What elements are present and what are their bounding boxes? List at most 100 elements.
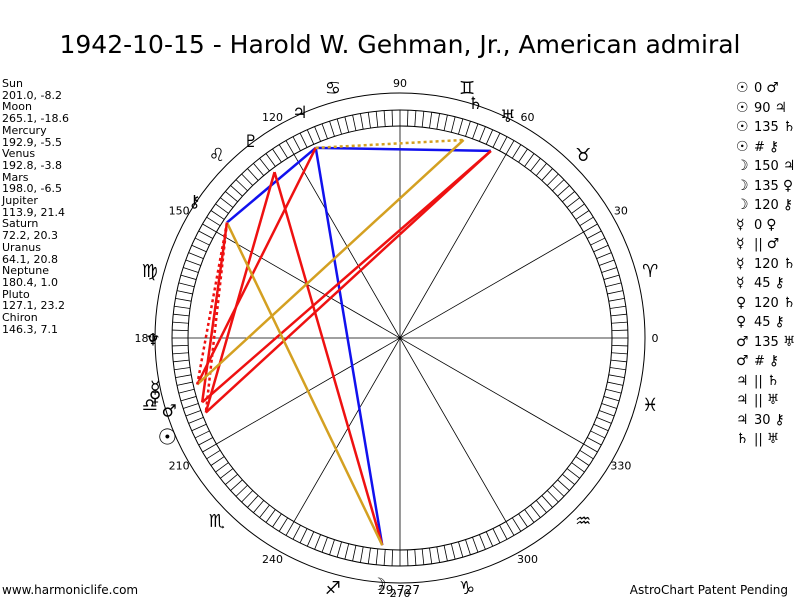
planet-glyph: ☽ [371, 575, 386, 595]
degree-tick [524, 153, 535, 167]
degree-tick [259, 158, 270, 172]
degree-tick [247, 495, 259, 508]
aspect-angle: # [754, 139, 765, 155]
degree-tick [492, 528, 501, 544]
degree-tick [429, 547, 433, 564]
degree-tick [485, 129, 494, 145]
degree-tick [586, 230, 602, 239]
degree-label: 330 [610, 460, 631, 473]
aspect-row: ☿ 120 ♄ [736, 256, 795, 276]
aspect-planet-a-glyph: ☿ [736, 255, 745, 272]
aspect-row: ♃ 30 ⚷ [736, 412, 795, 432]
planet-glyph: ♅ [500, 107, 515, 127]
degree-tick [608, 374, 625, 378]
planet-glyph: ☿ [150, 378, 160, 398]
degree-tick [174, 367, 191, 371]
degree-tick [230, 479, 243, 491]
degree-tick [552, 484, 565, 497]
aspect-angle: || [754, 373, 763, 389]
outer-ring [154, 92, 646, 584]
degree-tick [383, 110, 386, 127]
aspect-planet-a-glyph: ♃ [736, 411, 749, 428]
degree-tick [183, 267, 199, 273]
degree-tick [375, 111, 379, 128]
aspect-row: ♃ || ♄ [736, 373, 795, 393]
degree-tick [306, 531, 315, 547]
degree-tick [206, 216, 221, 226]
aspect-angle: 150 [754, 159, 779, 174]
planet-glyph: ♄ [468, 94, 483, 114]
degree-tick [194, 430, 210, 439]
degree-tick [299, 528, 308, 544]
degree-tick [185, 410, 201, 417]
degree-tick [499, 524, 508, 540]
degree-tick [175, 374, 192, 378]
aspect-list: ☉ 0 ♂ ☉ 90 ♃ ☉ 135 ♄ ☉ # ⚷ ☽ 150 ♃ ☽ 135 ♀ ☽ 120 ⚷ ☿ 0 ♀ ☿ || ♂ ☿ 12… [736, 80, 795, 451]
degree-tick [465, 121, 471, 137]
degree-tick [178, 388, 195, 394]
degree-tick [176, 290, 193, 295]
degree-tick [583, 223, 598, 233]
degree-tick [566, 468, 580, 479]
aspect-planet-b-glyph: ⚷ [774, 411, 785, 428]
aspect-planet-b-glyph: ♃ [782, 158, 796, 174]
degree-label: 60 [521, 111, 535, 124]
degree-tick [479, 126, 486, 142]
aspect-row: ☉ 135 ♄ [736, 119, 795, 139]
degree-tick [173, 313, 190, 317]
degree-tick [458, 118, 464, 135]
spokes [188, 126, 612, 550]
chart-title: 1942-10-15 - Harold W. Gehman, Jr., Amer… [59, 30, 741, 59]
footer-website[interactable]: www.harmoniclife.com [2, 583, 139, 597]
degree-tick [535, 163, 547, 176]
degree-tick [272, 513, 282, 528]
aspect-line [314, 147, 384, 546]
degree-tick [172, 352, 189, 355]
degree-tick [579, 450, 594, 460]
degree-tick [180, 396, 197, 402]
degree-tick [535, 500, 547, 513]
aspect-row: ♄ || ♅ [736, 431, 795, 451]
degree-tick [285, 140, 295, 155]
degree-tick [306, 129, 315, 145]
aspect-row: ♀ 45 ⚷ [736, 314, 795, 334]
degree-tick [191, 423, 207, 432]
degree-tick [557, 479, 570, 491]
degree-tick [285, 521, 295, 536]
degree-tick [272, 148, 282, 163]
degree-tick [458, 541, 464, 558]
degree-tick [191, 244, 207, 253]
degree-tick [436, 113, 440, 130]
aspect-angle: 45 [754, 276, 771, 291]
aspect-planet-a-glyph: ♀ [736, 314, 747, 330]
degree-tick [336, 118, 342, 135]
degree-tick [436, 546, 440, 563]
degree-tick [198, 437, 214, 446]
planet-position: 192.8, -3.8 [2, 158, 62, 172]
degree-tick [215, 203, 229, 214]
degree-tick [485, 531, 494, 547]
degree-tick [499, 136, 508, 152]
degree-tick [206, 450, 221, 460]
degree-tick [220, 197, 234, 208]
aspect-planet-b-glyph: ♅ [766, 431, 780, 447]
aspect-planet-a-glyph: ☉ [736, 119, 749, 135]
degree-tick [610, 313, 627, 317]
degree-tick [443, 114, 448, 131]
degree-tick [188, 417, 204, 424]
aspect-planet-b-glyph: ♅ [766, 392, 780, 408]
degree-label: 270 [390, 587, 411, 600]
degree-tick [562, 473, 575, 485]
degree-label: 210 [169, 460, 190, 473]
aspect-row: ♃ || ♅ [736, 392, 795, 412]
aspect-planet-a-glyph: ☽ [736, 177, 749, 194]
planet-name: Uranus [2, 240, 41, 254]
degree-tick [609, 367, 626, 371]
aspect-line [225, 222, 384, 546]
planet-name: Neptune [2, 264, 50, 278]
degree-tick [329, 539, 335, 555]
degree-tick [530, 158, 541, 172]
planet-position: 127.1, 23.2 [2, 299, 65, 313]
aspect-planet-a-glyph: ☉ [736, 80, 749, 96]
aspect-row: ☿ 0 ♀ [736, 217, 795, 237]
